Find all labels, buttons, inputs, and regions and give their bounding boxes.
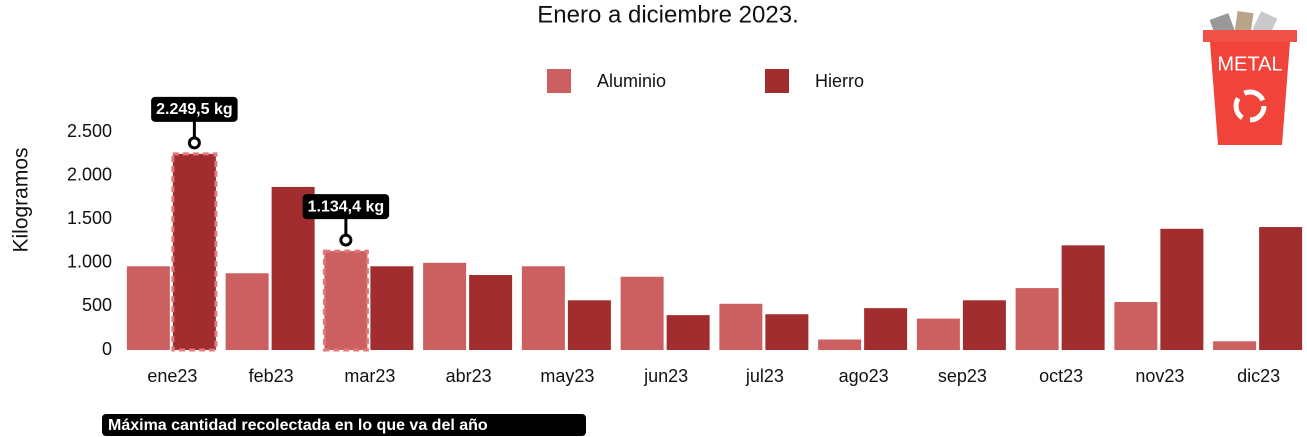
x-tick-label: ene23: [147, 366, 197, 386]
bar: [1114, 302, 1158, 350]
bar: [225, 273, 269, 350]
bar: [666, 315, 710, 350]
bar: [765, 314, 809, 350]
x-tick-label: oct23: [1039, 366, 1083, 386]
x-tick-label: ago23: [839, 366, 889, 386]
bar: [1061, 245, 1105, 350]
bar: [322, 249, 369, 352]
callout-box: [302, 194, 390, 220]
legend-label: Hierro: [815, 71, 864, 91]
y-tick-label: 500: [82, 295, 112, 315]
bar: [1160, 228, 1204, 350]
legend-swatch: [765, 69, 789, 93]
note-box: [102, 414, 586, 436]
x-tick-label: jun23: [643, 366, 688, 386]
bar: [567, 300, 611, 350]
bar: [1015, 288, 1059, 350]
x-tick-label: abr23: [446, 366, 492, 386]
data-label: 1.134,4 kg: [308, 198, 385, 215]
x-tick-label: jul23: [745, 366, 784, 386]
x-tick-label: dic23: [1237, 366, 1280, 386]
bar: [1213, 341, 1257, 350]
bar: [423, 262, 467, 350]
y-tick-label: 2.000: [67, 164, 112, 184]
y-tick-label: 2.500: [67, 121, 112, 141]
callout-dot: [187, 136, 201, 150]
bar: [469, 275, 513, 350]
legend-label: Aluminio: [597, 71, 666, 91]
bar: [521, 266, 565, 350]
data-label: 2.249,5 kg: [156, 101, 233, 118]
callout-dot: [339, 233, 353, 247]
bar: [126, 266, 170, 350]
y-tick-label: 1.000: [67, 252, 112, 272]
bar: [370, 266, 414, 350]
x-tick-label: sep23: [938, 366, 987, 386]
note: Máxima cantidad recolectada en lo que va…: [108, 417, 488, 434]
x-tick-label: mar23: [344, 366, 395, 386]
bar: [171, 152, 218, 352]
legend-swatch: [547, 69, 571, 93]
x-tick-label: feb23: [249, 366, 294, 386]
metal-icon: METAL: [1203, 10, 1297, 145]
bar: [962, 300, 1006, 350]
callout-box: [151, 96, 238, 122]
y-axis-label: Kilogramos: [10, 147, 33, 252]
bar: [719, 303, 763, 350]
bar: [916, 318, 960, 350]
bar: [864, 308, 908, 350]
chart-title: Enero a diciembre 2023.: [537, 1, 799, 28]
y-tick-label: 0: [102, 339, 112, 359]
x-tick-label: nov23: [1135, 366, 1184, 386]
bar: [818, 339, 862, 350]
bar: [620, 276, 664, 350]
bar: [1259, 227, 1303, 350]
icon-label: METAL: [1217, 53, 1282, 75]
y-tick-label: 1.500: [67, 208, 112, 228]
x-tick-label: may23: [540, 366, 594, 386]
